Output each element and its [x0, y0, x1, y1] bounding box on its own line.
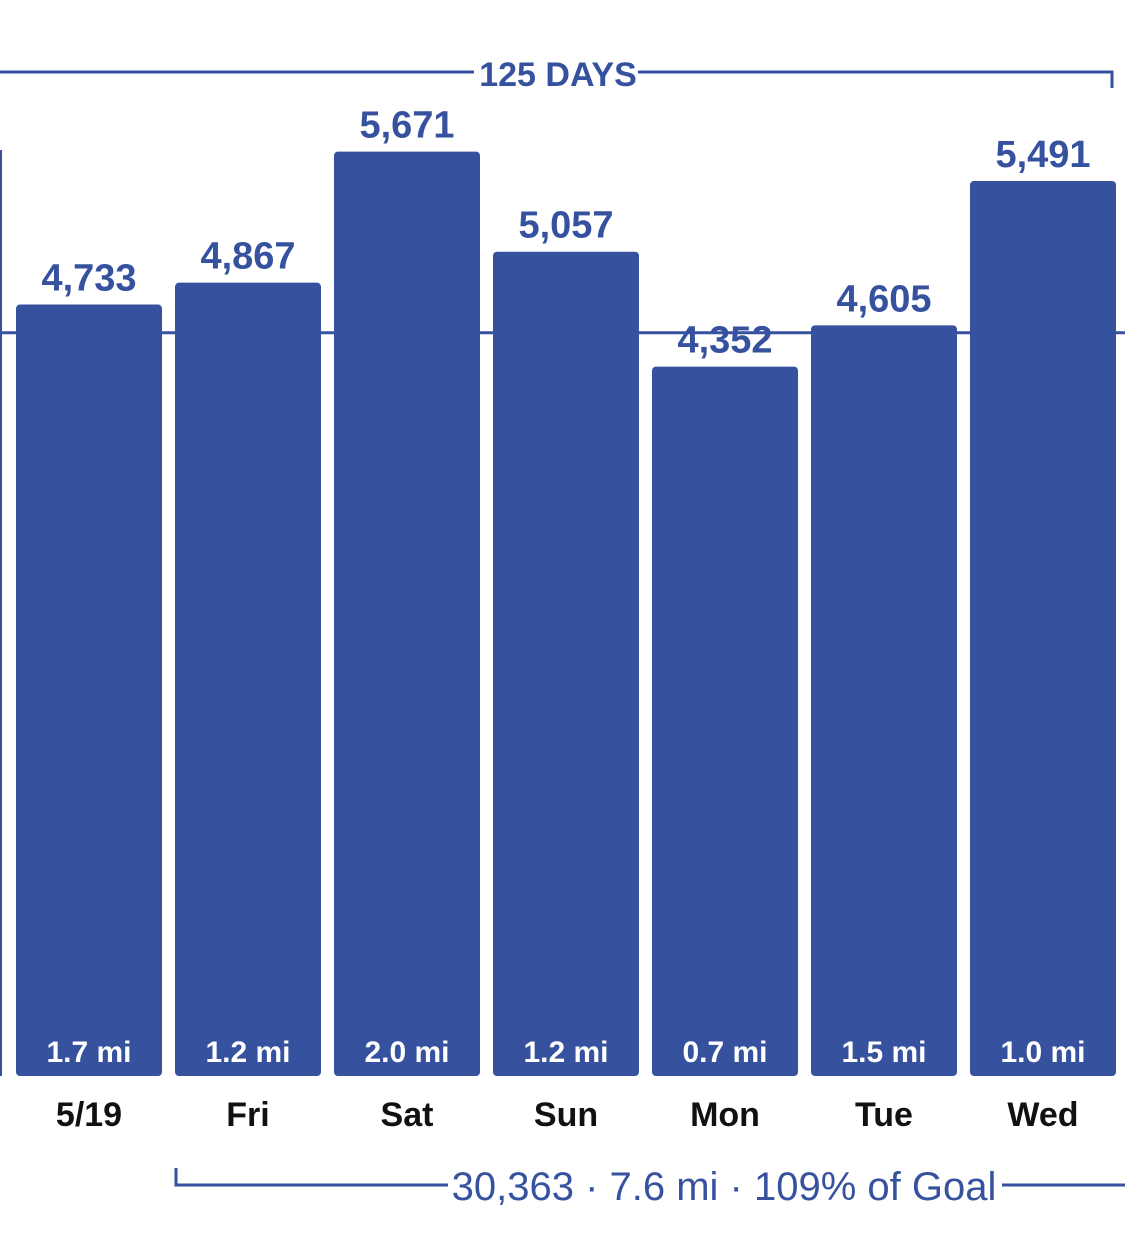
distance-label-mon: 0.7 mi — [682, 1036, 767, 1069]
previous-day-bar-partial — [0, 150, 2, 1076]
distance-label-5-19: 1.7 mi — [46, 1036, 131, 1069]
value-label-tue: 4,605 — [836, 278, 931, 320]
bar-mon[interactable] — [652, 366, 798, 1076]
day-label-fri: Fri — [226, 1096, 269, 1134]
day-label-wed: Wed — [1007, 1096, 1078, 1134]
day-label-mon: Mon — [690, 1096, 760, 1134]
day-label-sat: Sat — [381, 1096, 434, 1134]
streak-bracket — [0, 70, 1114, 88]
bar-sat[interactable] — [334, 151, 480, 1076]
value-label-sat: 5,671 — [359, 105, 454, 147]
value-label-5-19: 4,733 — [41, 258, 136, 300]
bar-fri[interactable] — [175, 282, 321, 1077]
day-label-tue: Tue — [855, 1096, 913, 1134]
distance-label-sun: 1.2 mi — [523, 1036, 608, 1069]
streak-days-label: 125 DAYS — [479, 56, 637, 94]
distance-label-tue: 1.5 mi — [841, 1036, 926, 1069]
day-label-5-19: 5/19 — [56, 1096, 122, 1134]
value-label-fri: 4,867 — [200, 236, 295, 278]
value-label-mon: 4,352 — [677, 320, 772, 362]
distance-label-fri: 1.2 mi — [205, 1036, 290, 1069]
weekly-summary: 30,363 · 7.6 mi · 109% of Goal — [452, 1165, 997, 1209]
bar-5-19[interactable] — [16, 304, 162, 1076]
distance-label-wed: 1.0 mi — [1000, 1036, 1085, 1069]
value-label-wed: 5,491 — [995, 134, 1090, 176]
bar-wed[interactable] — [970, 180, 1116, 1077]
value-label-sun: 5,057 — [518, 205, 613, 247]
distance-label-sat: 2.0 mi — [364, 1036, 449, 1069]
summary-bracket — [174, 1168, 1125, 1187]
day-label-sun: Sun — [534, 1096, 598, 1134]
bar-sun[interactable] — [493, 251, 639, 1077]
bar-tue[interactable] — [811, 325, 957, 1076]
